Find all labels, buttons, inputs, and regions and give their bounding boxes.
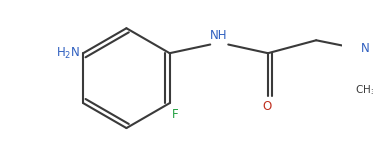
- Text: O: O: [263, 100, 272, 113]
- Text: F: F: [172, 108, 179, 121]
- Text: CH$_3$: CH$_3$: [355, 83, 373, 97]
- Text: H$_2$N: H$_2$N: [56, 46, 80, 61]
- Text: N: N: [361, 42, 370, 55]
- Text: NH: NH: [210, 29, 228, 42]
